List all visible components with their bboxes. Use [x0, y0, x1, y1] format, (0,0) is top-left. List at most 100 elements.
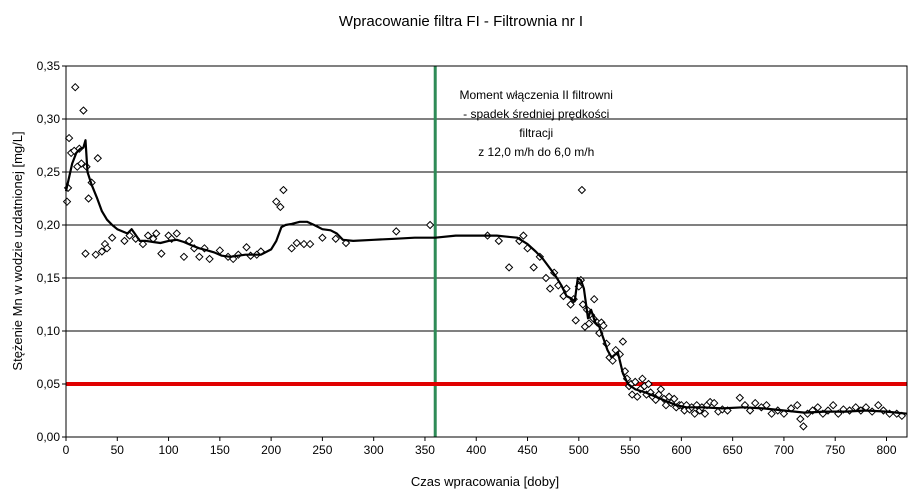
- data-point: [64, 133, 74, 143]
- data-point: [279, 185, 288, 195]
- data-point: [331, 234, 340, 243]
- data-point: [779, 409, 789, 418]
- trend-line: [64, 139, 908, 415]
- data-point: [138, 239, 148, 249]
- data-point: [608, 356, 617, 365]
- y-axis-label: Stężenie Mn w wodzie uzdatnionej [mg/L]: [10, 131, 25, 370]
- data-point: [97, 247, 107, 256]
- data-point: [638, 374, 647, 383]
- x-tick-label: 500: [569, 443, 589, 457]
- data-point: [700, 409, 710, 418]
- x-tick-label: 0: [63, 443, 70, 457]
- data-point: [735, 393, 745, 402]
- data-point: [392, 227, 401, 236]
- data-point: [305, 239, 315, 249]
- data-point: [102, 244, 112, 253]
- data-point: [276, 202, 285, 212]
- data-point: [179, 252, 189, 262]
- data-point: [84, 194, 93, 203]
- data-point: [751, 398, 760, 408]
- data-point: [242, 243, 251, 252]
- plot-area: [65, 65, 908, 438]
- data-point: [599, 321, 608, 330]
- data-point: [172, 229, 181, 238]
- data-point: [425, 220, 435, 230]
- x-tick-label: 350: [415, 443, 435, 457]
- x-tick-label: 300: [364, 443, 384, 457]
- data-point: [631, 377, 640, 387]
- data-point: [272, 197, 281, 206]
- data-point: [644, 379, 653, 389]
- x-tick-label: 150: [210, 443, 230, 457]
- data-point: [656, 385, 666, 394]
- data-point: [93, 154, 103, 163]
- data-point: [577, 185, 587, 195]
- data-point: [287, 244, 296, 253]
- x-tick-label: 250: [312, 443, 332, 457]
- data-point: [767, 409, 776, 418]
- data-point: [793, 400, 802, 410]
- data-point: [79, 106, 88, 115]
- data-point: [796, 414, 805, 424]
- x-tick-label: 700: [774, 443, 794, 457]
- data-point: [292, 238, 301, 248]
- data-point: [299, 239, 309, 249]
- data-point: [77, 159, 86, 168]
- data-point: [157, 249, 166, 258]
- data-point: [669, 394, 679, 404]
- data-point: [541, 273, 551, 283]
- data-point: [566, 300, 575, 309]
- x-tick-label: 50: [111, 443, 125, 457]
- y-tick-label: 0,05: [37, 377, 61, 391]
- annotation: Moment włączenia II filtrowni - spadek śr…: [460, 88, 613, 159]
- y-tick-label: 0,30: [37, 112, 61, 126]
- data-series: [62, 82, 908, 431]
- data-point: [529, 263, 538, 272]
- x-tick-label: 200: [261, 443, 281, 457]
- data-point: [618, 337, 628, 346]
- data-point: [584, 319, 594, 328]
- data-point: [828, 400, 838, 410]
- annotation-line: z 12,0 m/h do 6,0 m/h: [478, 145, 594, 159]
- x-axis-label: Czas wpracowania [doby]: [411, 474, 559, 489]
- data-point: [545, 284, 555, 293]
- data-point: [709, 398, 719, 408]
- data-point: [62, 197, 72, 206]
- data-point: [195, 252, 204, 262]
- x-tick-label: 400: [466, 443, 486, 457]
- annotation-line: filtracji: [519, 126, 553, 140]
- data-point: [589, 294, 599, 304]
- data-point: [799, 422, 808, 431]
- y-tick-label: 0,20: [37, 218, 61, 232]
- data-point: [107, 233, 117, 242]
- data-point: [91, 250, 100, 259]
- data-point: [571, 316, 580, 325]
- x-tick-label: 550: [620, 443, 640, 457]
- data-point: [633, 392, 642, 401]
- y-tick-label: 0,35: [37, 59, 61, 73]
- data-point: [318, 233, 327, 242]
- x-ticks: 0 50 100 150 200 250 300 350 400 450 500 550 600 650 7…: [63, 437, 897, 457]
- x-tick-label: 450: [518, 443, 538, 457]
- data-point: [813, 403, 822, 412]
- data-point: [143, 231, 153, 240]
- data-point: [519, 231, 528, 240]
- x-tick-label: 750: [825, 443, 845, 457]
- data-point: [504, 263, 514, 272]
- data-point: [874, 400, 883, 410]
- data-point: [690, 409, 699, 418]
- x-tick-label: 650: [723, 443, 743, 457]
- y-tick-label: 0,25: [37, 165, 61, 179]
- data-point: [152, 229, 161, 238]
- annotation-line: - spadek średniej prędkości: [463, 107, 609, 121]
- data-point: [71, 82, 80, 92]
- reference-lines: [66, 66, 907, 437]
- y-tick-label: 0,10: [37, 324, 61, 338]
- y-tick-label: 0,00: [37, 430, 61, 444]
- data-point: [120, 236, 129, 246]
- x-tick-label: 800: [876, 443, 896, 457]
- annotation-line: Moment włączenia II filtrowni: [460, 88, 613, 102]
- y-ticks: 0,00 0,05 0,10 0,15 0,20 0,25 0,30 0,35: [37, 59, 66, 444]
- chart-title: Wpracowanie filtra FI - Filtrownia nr I: [339, 13, 583, 30]
